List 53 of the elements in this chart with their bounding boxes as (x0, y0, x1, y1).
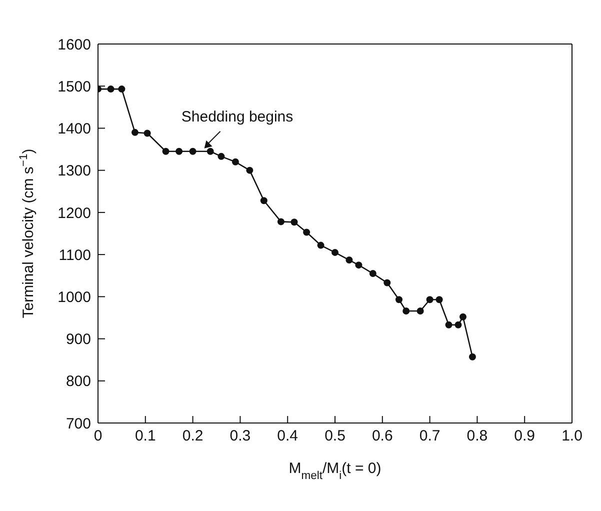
y-tick-label: 1500 (58, 78, 91, 96)
y-tick-label: 1400 (58, 120, 91, 138)
point (162, 148, 170, 155)
x-tick-label: 0.2 (182, 428, 204, 445)
point (260, 197, 268, 204)
point (369, 270, 376, 278)
point (246, 166, 254, 174)
y-tick-label: 900 (66, 331, 91, 348)
point (317, 242, 324, 249)
x-tick-label: 0.9 (514, 428, 536, 445)
point (332, 248, 338, 256)
y-tick-label: 1300 (58, 162, 91, 180)
y-tick-label: 1100 (58, 246, 91, 264)
x-tick-label: 1.0 (562, 428, 582, 445)
point (384, 279, 391, 286)
annotation: Shedding begins (181, 108, 294, 126)
x-tick-label: 0.5 (324, 428, 346, 445)
y-tick-label: 700 (66, 415, 91, 432)
x-tick-label: 0.3 (230, 428, 251, 445)
y-tick-label: 1600 (58, 36, 91, 54)
point (426, 296, 434, 304)
y-tick-label: 1000 (58, 288, 91, 306)
point (402, 307, 410, 314)
x-tick-label: 0.8 (466, 428, 488, 445)
point (416, 307, 424, 314)
x-tick-label: 0.6 (372, 428, 393, 445)
point (355, 262, 362, 269)
y-tick-label: 800 (66, 373, 91, 390)
point (346, 256, 353, 264)
point (459, 313, 466, 320)
x-tick-label: 0.1 (134, 428, 156, 445)
point (189, 148, 196, 155)
point (206, 148, 214, 155)
point (232, 158, 239, 166)
point (468, 353, 476, 360)
point (131, 128, 138, 136)
point (436, 296, 443, 304)
point (118, 86, 126, 93)
x-tick-label: 0.7 (419, 428, 440, 445)
point (395, 296, 402, 304)
y-tick-label: 1200 (58, 204, 91, 222)
point (107, 86, 114, 93)
x-tick-label: 0 (94, 428, 102, 445)
point (176, 148, 183, 155)
point (454, 321, 462, 328)
point (218, 152, 225, 160)
x-axis-title: M$_{melt}$/M$_{i}$(t = 0) (288, 460, 382, 482)
point (277, 218, 284, 226)
point (303, 228, 310, 236)
point (445, 321, 452, 328)
x-tick-label: 0.4 (277, 428, 298, 445)
point (290, 218, 298, 226)
point (144, 130, 151, 137)
